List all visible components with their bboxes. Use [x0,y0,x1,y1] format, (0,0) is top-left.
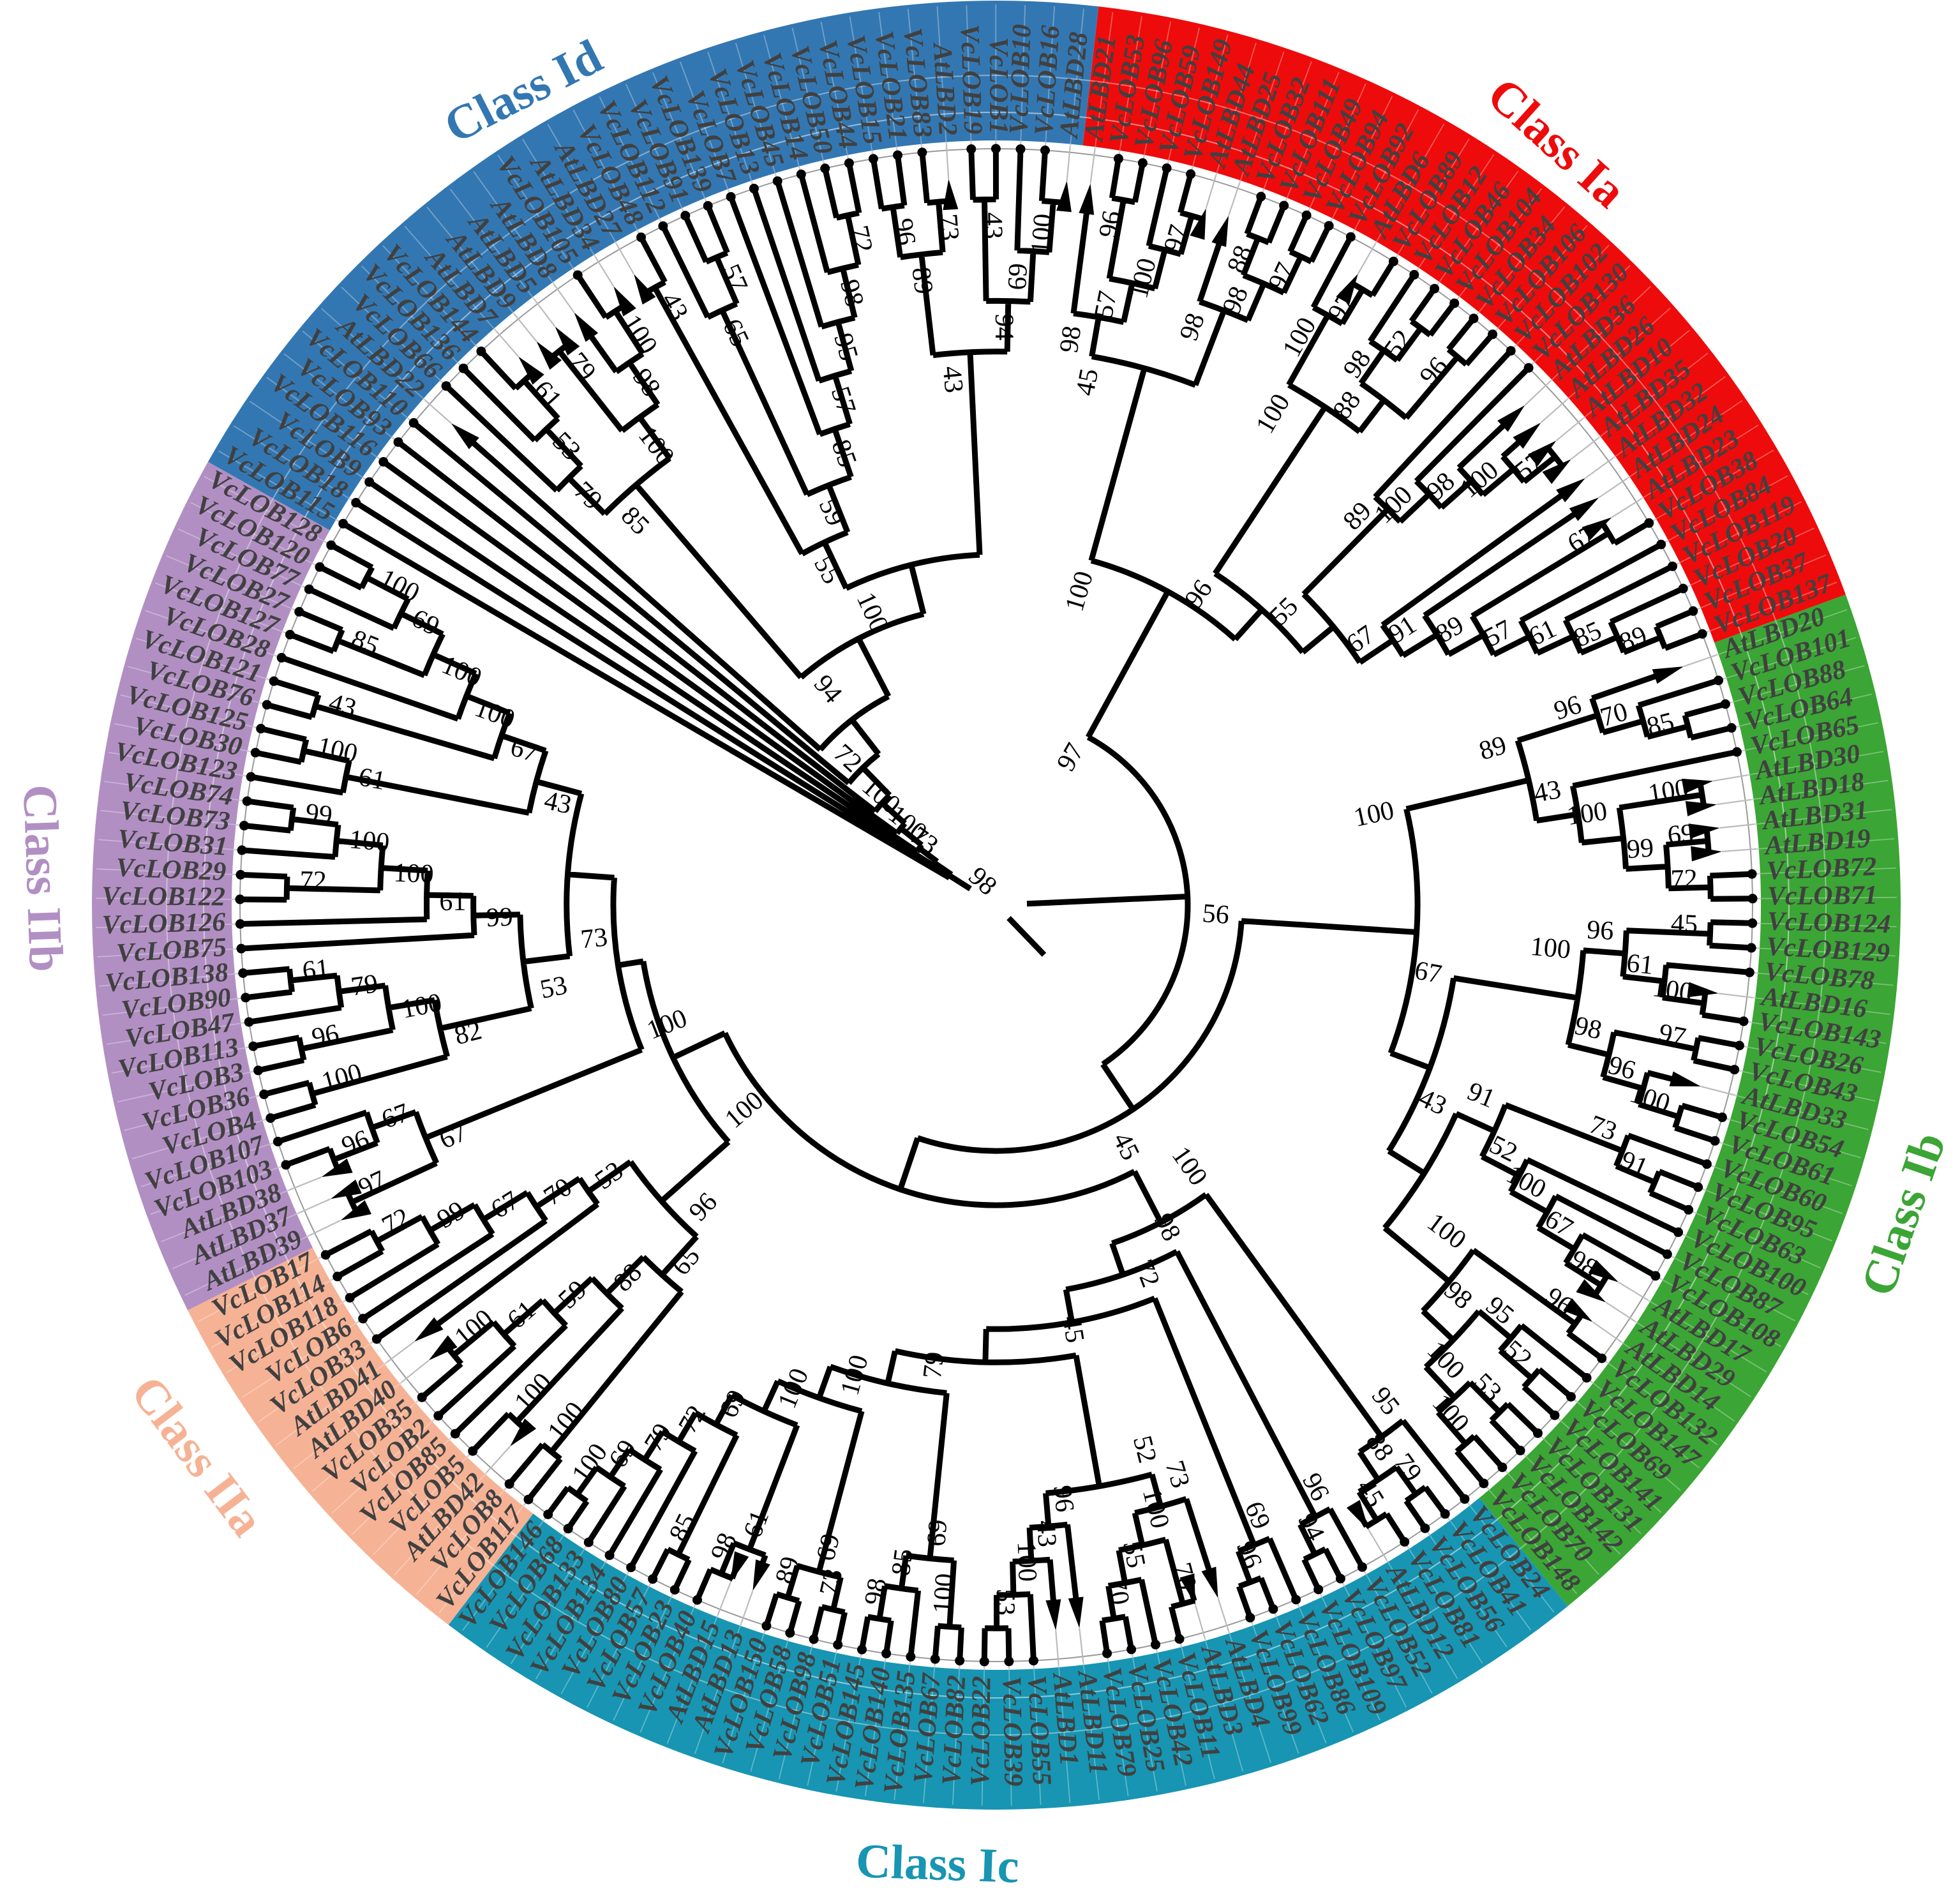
svg-text:73: 73 [580,922,610,954]
svg-text:VcLOB10: VcLOB10 [1004,24,1036,135]
svg-text:61: 61 [301,954,331,986]
svg-text:100: 100 [393,859,435,889]
svg-text:VcLOB39: VcLOB39 [997,1676,1028,1786]
svg-text:98: 98 [859,1576,892,1607]
svg-text:61: 61 [356,762,388,796]
svg-text:VcLOB122: VcLOB122 [101,882,225,912]
svg-text:VcLOB72: VcLOB72 [1766,852,1877,886]
svg-text:99: 99 [304,798,334,830]
svg-text:Class Ic: Class Ic [855,1834,1020,1893]
svg-text:96: 96 [1047,1484,1079,1513]
svg-text:61: 61 [439,887,466,917]
svg-text:VcLOB55: VcLOB55 [1022,1674,1056,1786]
svg-text:VcLOB29: VcLOB29 [116,853,227,887]
svg-text:56: 56 [1201,899,1231,930]
svg-text:72: 72 [299,866,327,896]
svg-text:67: 67 [1412,956,1444,989]
svg-text:100: 100 [1012,1541,1042,1582]
svg-text:98: 98 [1054,324,1088,355]
svg-text:79: 79 [349,969,380,1002]
svg-text:98: 98 [1572,1011,1605,1046]
svg-text:96: 96 [1093,209,1127,240]
svg-text:72: 72 [1670,864,1698,894]
svg-text:43: 43 [1532,775,1564,809]
svg-text:VcLOB82: VcLOB82 [937,1674,971,1786]
svg-text:100: 100 [1646,774,1690,809]
svg-text:69: 69 [922,1519,953,1548]
svg-text:100: 100 [1650,973,1694,1007]
svg-text:VcLOB75: VcLOB75 [116,933,227,968]
svg-text:43: 43 [937,364,969,394]
svg-text:AtLBD2: AtLBD2 [927,40,962,136]
svg-text:94: 94 [989,313,1019,340]
svg-text:99: 99 [1626,833,1654,864]
svg-text:85: 85 [886,1547,919,1578]
svg-text:96: 96 [310,1019,341,1053]
svg-text:57: 57 [1089,289,1123,320]
svg-text:45: 45 [1670,909,1698,940]
svg-text:43: 43 [1031,1519,1062,1548]
svg-text:96: 96 [888,216,922,247]
svg-text:VcLOB124: VcLOB124 [1767,907,1891,940]
svg-text:100: 100 [1565,797,1609,831]
svg-text:69: 69 [1003,262,1033,290]
svg-text:70: 70 [1102,1576,1135,1607]
svg-text:100: 100 [928,1572,960,1614]
svg-text:45: 45 [1056,1314,1089,1345]
svg-text:43: 43 [542,786,574,820]
svg-text:VcLOB22: VcLOB22 [966,1676,997,1786]
svg-text:100: 100 [348,825,391,857]
svg-text:VcLOB71: VcLOB71 [1767,881,1878,912]
svg-text:73: 73 [933,213,964,242]
svg-text:53: 53 [537,970,569,1005]
svg-text:VcLOB1: VcLOB1 [984,37,1013,134]
svg-text:45: 45 [1070,366,1104,398]
svg-text:Class IIb: Class IIb [13,784,73,973]
svg-text:43: 43 [978,212,1008,239]
svg-text:61: 61 [1625,949,1655,980]
svg-text:53: 53 [991,1589,1020,1616]
svg-text:VcLOB126: VcLOB126 [101,908,226,940]
svg-text:72: 72 [844,223,878,255]
svg-text:89: 89 [906,266,938,296]
svg-text:73: 73 [814,1566,849,1598]
svg-text:100: 100 [1026,213,1058,255]
svg-text:VcLOB16: VcLOB16 [1029,25,1066,137]
svg-text:79: 79 [918,1350,950,1380]
svg-text:VcLOB129: VcLOB129 [1765,932,1890,968]
svg-text:69: 69 [1666,819,1696,851]
svg-text:97: 97 [1656,1018,1688,1053]
svg-text:99: 99 [486,903,514,933]
svg-text:100: 100 [1529,932,1572,965]
svg-text:VcLOB19: VcLOB19 [955,24,988,135]
svg-text:55: 55 [1117,1538,1151,1570]
svg-text:96: 96 [1586,915,1615,946]
